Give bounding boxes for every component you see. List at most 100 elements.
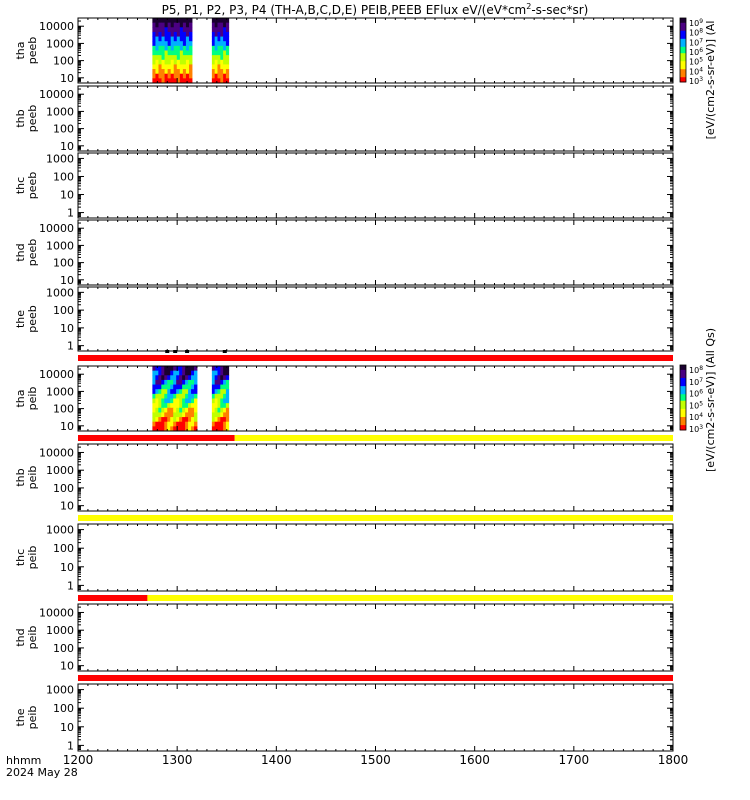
- spectrogram-cell: [185, 379, 189, 385]
- spectrogram-cell: [161, 421, 165, 427]
- spectrogram-cell: [161, 59, 165, 65]
- spectrogram-cell: [161, 64, 165, 70]
- spectrogram-cell: [173, 403, 177, 409]
- spectrogram-cell: [176, 407, 180, 413]
- spectrogram-cell: [225, 64, 230, 70]
- spectrogram-cell: [152, 421, 156, 427]
- spectrogram-cell: [217, 379, 221, 385]
- spectrogram-cell: [158, 31, 162, 37]
- spectrogram-cell: [188, 59, 193, 65]
- spectrogram-cell: [223, 426, 227, 432]
- colorbar-cell: [680, 32, 686, 35]
- spectrogram-cell: [176, 421, 180, 427]
- panel-label-probe: thd: [14, 243, 27, 261]
- spectrogram-cell: [167, 18, 172, 24]
- spectrogram-cell: [152, 389, 156, 395]
- spectrogram-cell: [170, 64, 175, 70]
- spectrogram-cell: [220, 31, 224, 37]
- colorbar-label: [eV/(cm2-s-sr-eV)] (Al: [704, 21, 717, 140]
- spectrogram-cell: [161, 69, 165, 75]
- spectrogram-cell: [176, 403, 180, 409]
- spectrogram-cell: [161, 384, 165, 390]
- spectrogram-cell: [164, 407, 168, 413]
- spectrogram-cell: [173, 41, 178, 47]
- flag-bar: [78, 595, 673, 601]
- y-tick-label: 1000: [46, 286, 74, 299]
- y-tick-label: 10: [60, 660, 74, 673]
- spectrogram-cell: [188, 64, 193, 70]
- colorbar-tick-label: 103: [689, 424, 703, 434]
- colorbar-cell: [680, 408, 686, 411]
- spectrogram-cell: [223, 27, 227, 33]
- colorbar-cell: [680, 374, 686, 377]
- panel-the-peib: 1000 100 10 1 the peib: [14, 683, 674, 752]
- spectrogram-cell: [152, 73, 156, 79]
- spectrogram-cell: [185, 64, 190, 70]
- spectrogram-cell: [217, 426, 221, 432]
- spectrogram-cell: [225, 398, 230, 404]
- spectrogram-cell: [182, 18, 187, 24]
- spectrogram-cell: [182, 398, 186, 404]
- spectrogram-cell: [188, 389, 192, 395]
- spectrogram-cell: [167, 403, 171, 409]
- spectrogram-cell: [173, 27, 178, 33]
- spectrogram-cell: [155, 393, 159, 399]
- y-tick-label: 10: [60, 420, 74, 433]
- spectrogram-cell: [170, 407, 174, 413]
- colorbar-cell: [680, 418, 686, 421]
- spectrogram-cell: [185, 27, 190, 33]
- spectrogram-cell: [220, 55, 224, 61]
- spectrogram-cell: [173, 417, 177, 423]
- spectrogram-cell: [158, 366, 162, 372]
- spectrogram-cell: [173, 412, 177, 418]
- spectrogram-cell: [170, 370, 174, 376]
- spectrogram-cell: [225, 50, 230, 56]
- spectrogram-cell: [223, 384, 227, 390]
- flag-bar: [78, 350, 673, 361]
- spectrogram-cell: [182, 426, 186, 432]
- colorbar-cell: [680, 45, 686, 48]
- spectrogram-cell: [225, 370, 230, 376]
- y-tick-label: 10: [60, 140, 74, 153]
- spectrogram-cell: [185, 366, 189, 372]
- spectrogram-cell: [223, 73, 227, 79]
- spectrogram-cell: [161, 403, 165, 409]
- panel-label-probe: the: [14, 310, 27, 328]
- spectrogram-cell: [170, 69, 175, 75]
- colorbar-cell: [680, 405, 686, 408]
- spectrogram-cell: [182, 73, 187, 79]
- spectrogram-cell: [176, 41, 181, 47]
- spectrogram-cell: [220, 370, 224, 376]
- spectrogram-cell: [170, 426, 174, 432]
- colorbar-cell: [680, 21, 686, 24]
- flag-segment: [78, 595, 148, 601]
- spectrogram-cell: [155, 379, 159, 385]
- y-tick-label: 10: [60, 721, 74, 734]
- spectrogram-cell: [225, 59, 230, 65]
- spectrogram-cell: [185, 22, 190, 28]
- spectrogram-cell: [214, 69, 218, 75]
- spectrogram-cell: [155, 69, 159, 75]
- spectrogram-cell: [220, 78, 224, 84]
- spectrogram-cell: [225, 389, 230, 395]
- colorbar-cell: [680, 371, 686, 374]
- spectrogram-cell: [176, 417, 180, 423]
- panel-label-probe: thc: [14, 177, 27, 194]
- spectrogram-cell: [225, 379, 230, 385]
- colorbar-cell: [680, 376, 686, 379]
- spectrogram-cell: [223, 417, 227, 423]
- spectrogram-cell: [211, 375, 216, 381]
- spectrogram-cell: [179, 370, 183, 376]
- spectrogram-cell: [214, 366, 218, 372]
- spectrogram-cell: [155, 417, 159, 423]
- spectrogram-cell: [167, 379, 171, 385]
- spectrogram-cell: [155, 59, 159, 65]
- spectrogram-cell: [182, 41, 187, 47]
- y-tick-label: 1000: [46, 385, 74, 398]
- panel-label-product: peib: [26, 466, 39, 490]
- spectrogram-cell: [223, 59, 227, 65]
- spectrogram-cell: [182, 375, 186, 381]
- colorbar-cell: [680, 37, 686, 40]
- spectrogram-cell: [225, 27, 230, 33]
- spectrogram-cell: [173, 36, 178, 42]
